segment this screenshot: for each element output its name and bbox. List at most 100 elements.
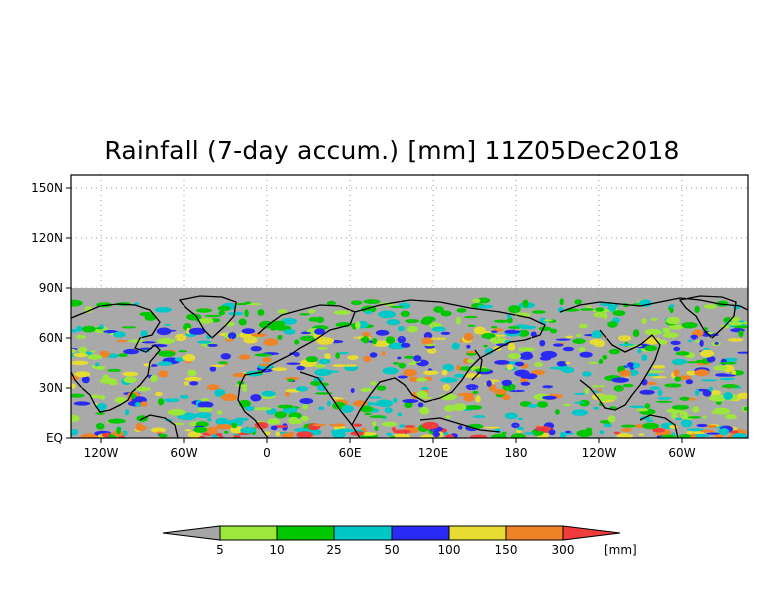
rain-cell	[481, 332, 496, 340]
south-america-coast-repeat	[639, 414, 679, 438]
rain-cell	[107, 418, 126, 424]
rain-cell	[439, 393, 457, 401]
lat-label: 150N	[31, 181, 63, 195]
rain-cell	[732, 433, 748, 438]
rain-cell	[562, 346, 575, 352]
map-title: Rainfall (7-day accum.) [mm] 11Z05Dec201…	[104, 136, 680, 165]
rain-cell	[646, 419, 654, 423]
rain-cell	[78, 346, 87, 354]
rain-cell	[618, 335, 632, 342]
rain-cell	[670, 340, 681, 345]
rain-cell	[102, 374, 109, 381]
rain-cell	[542, 395, 557, 400]
lon-label: 180	[505, 446, 528, 460]
rain-cell	[620, 428, 633, 432]
rain-cell	[397, 356, 402, 360]
rain-cell	[524, 432, 535, 435]
rain-cell	[251, 333, 267, 337]
rain-cell	[696, 423, 708, 428]
rain-cell	[81, 325, 96, 333]
rain-cell	[723, 392, 733, 400]
rain-cell	[674, 376, 682, 382]
rain-cell	[574, 299, 583, 305]
rain-cell	[158, 433, 168, 438]
rain-cell	[533, 362, 544, 367]
rain-cell	[493, 319, 509, 323]
rain-cell	[469, 434, 488, 438]
rain-cell	[668, 304, 675, 308]
rain-cell	[440, 310, 452, 317]
rain-cell	[403, 425, 415, 428]
rain-cell	[256, 407, 272, 411]
rain-cell	[517, 426, 524, 431]
rain-cell	[287, 378, 295, 382]
rain-cell	[540, 350, 558, 359]
colorbar-right-arrow	[562, 525, 621, 541]
rain-cell	[294, 427, 310, 433]
rain-cell	[706, 355, 716, 363]
rain-cell	[416, 390, 428, 398]
rain-cell	[393, 397, 398, 403]
rain-cell	[116, 339, 128, 343]
rain-cell	[310, 380, 321, 386]
rain-cell	[217, 361, 228, 365]
colorbar-segment	[219, 525, 278, 541]
rain-cell	[671, 358, 688, 365]
rain-cell	[633, 424, 645, 428]
rain-cell	[678, 434, 693, 438]
rain-cell	[463, 358, 470, 365]
rain-cell	[649, 386, 661, 390]
rain-cell	[504, 412, 518, 420]
rain-cell	[364, 310, 373, 315]
rain-cell	[71, 428, 78, 436]
rain-cell	[405, 319, 420, 323]
rain-cell	[660, 434, 678, 438]
rain-cell	[197, 340, 212, 344]
rain-cell	[650, 318, 658, 321]
rain-cell	[95, 422, 105, 430]
north-america-coast-repeat	[559, 297, 748, 411]
greenland-coast	[178, 295, 237, 339]
rain-cell	[508, 326, 522, 329]
rain-cell	[71, 393, 85, 398]
rain-cell	[475, 395, 481, 403]
rain-cell	[402, 399, 419, 403]
rain-cell	[613, 304, 619, 308]
rain-cell	[651, 365, 666, 369]
rain-cell	[267, 418, 280, 425]
rain-cell	[154, 307, 173, 313]
rain-cell	[143, 363, 152, 367]
rain-cell	[300, 415, 309, 422]
rain-cell	[299, 313, 310, 316]
rain-cell	[421, 421, 439, 430]
rain-cell	[318, 358, 331, 365]
rain-cell	[602, 354, 608, 360]
rain-cell	[706, 424, 718, 428]
lat-label: 120N	[31, 231, 63, 245]
rain-cell	[375, 329, 390, 336]
rain-cell	[407, 325, 418, 333]
colorbar-label: 100	[438, 543, 461, 557]
rain-cell	[318, 406, 325, 411]
rain-cell	[130, 392, 136, 400]
rain-cell	[187, 369, 197, 377]
rain-cell	[393, 433, 411, 438]
rain-cell	[673, 346, 681, 352]
rain-cell	[363, 355, 372, 362]
rain-cell	[386, 319, 401, 326]
rain-cell	[593, 406, 599, 410]
rain-cell	[686, 428, 705, 432]
rain-cell	[314, 328, 325, 335]
rain-cell	[182, 354, 196, 362]
rain-cell	[531, 310, 546, 314]
rain-cell	[477, 297, 491, 304]
rain-cell	[466, 351, 477, 354]
rain-cell	[324, 353, 331, 360]
rain-cell	[464, 315, 478, 319]
rain-cell	[679, 410, 689, 419]
rain-cell	[549, 328, 558, 334]
rain-cell	[158, 398, 165, 406]
rain-cell	[680, 419, 693, 428]
rain-cell	[517, 329, 530, 337]
rain-cell	[718, 428, 730, 436]
